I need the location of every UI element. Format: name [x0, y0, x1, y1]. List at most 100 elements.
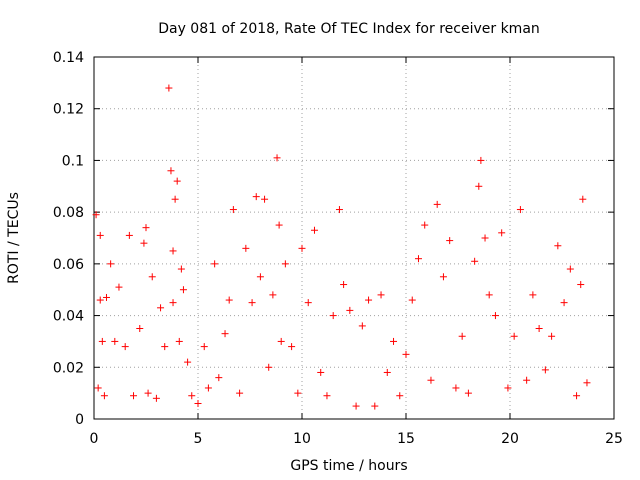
data-point — [242, 244, 250, 252]
data-point — [261, 195, 269, 203]
data-point — [125, 231, 133, 239]
axis-ticks — [93, 56, 615, 420]
x-axis-label: GPS time / hours — [290, 458, 407, 474]
data-point — [304, 299, 312, 307]
data-point — [142, 224, 150, 232]
data-point — [323, 392, 331, 400]
data-point — [566, 265, 574, 273]
data-point — [554, 242, 562, 250]
data-point — [179, 286, 187, 294]
y-tick-label: 0 — [75, 412, 84, 428]
data-point — [169, 299, 177, 307]
data-point — [471, 257, 479, 265]
data-point — [225, 296, 233, 304]
data-point — [408, 296, 416, 304]
data-point — [144, 389, 152, 397]
data-point — [548, 332, 556, 340]
data-point — [102, 293, 110, 301]
data-point — [252, 193, 260, 201]
data-point — [433, 200, 441, 208]
data-point — [194, 399, 202, 407]
data-point — [100, 392, 108, 400]
data-point — [317, 368, 325, 376]
data-point — [229, 206, 237, 214]
data-point — [111, 337, 119, 345]
data-point — [577, 281, 585, 289]
data-point — [169, 247, 177, 255]
data-point — [383, 368, 391, 376]
data-point — [136, 325, 144, 332]
data-point — [458, 332, 466, 340]
data-point — [421, 221, 429, 229]
data-point — [402, 350, 410, 358]
data-point — [523, 376, 531, 384]
data-point — [188, 392, 196, 400]
data-point — [516, 206, 524, 214]
x-tick-labels: 0 5 10 15 20 25 — [90, 431, 623, 447]
data-point — [396, 392, 404, 400]
data-point — [130, 392, 138, 400]
x-tick-label: 10 — [293, 431, 311, 447]
data-point — [148, 273, 156, 281]
data-point — [294, 389, 302, 397]
data-point — [273, 154, 281, 162]
y-tick-label: 0.04 — [53, 309, 84, 325]
data-point — [504, 384, 512, 392]
data-point — [221, 330, 229, 338]
y-axis-label: ROTI / TECUs — [6, 192, 22, 284]
data-point — [529, 291, 537, 299]
data-point — [152, 394, 160, 402]
x-tick-label: 25 — [605, 431, 623, 447]
data-point — [165, 84, 173, 92]
data-point — [579, 195, 587, 203]
data-point — [352, 402, 360, 410]
x-tick-label: 0 — [90, 431, 99, 447]
data-point — [541, 366, 549, 374]
data-point — [107, 260, 115, 268]
data-point — [171, 195, 179, 203]
data-point — [298, 244, 306, 252]
data-point — [177, 265, 185, 273]
data-point — [452, 384, 460, 392]
data-point — [94, 384, 102, 392]
data-point — [310, 226, 318, 234]
data-point — [115, 283, 123, 291]
data-point — [277, 337, 285, 345]
data-point — [140, 239, 148, 247]
data-point — [414, 255, 422, 263]
data-point — [390, 337, 398, 345]
data-point — [491, 312, 499, 320]
y-tick-label: 0.12 — [53, 102, 84, 118]
data-point — [335, 206, 343, 214]
x-tick-label: 15 — [397, 431, 415, 447]
data-point — [475, 182, 483, 190]
data-points — [92, 84, 591, 410]
data-point — [358, 322, 366, 330]
data-point — [184, 358, 192, 366]
data-point — [256, 273, 264, 281]
y-tick-label: 0.06 — [53, 257, 84, 273]
data-point — [215, 374, 223, 382]
data-point — [365, 296, 373, 304]
data-point — [161, 343, 169, 351]
data-point — [121, 343, 129, 351]
data-point — [269, 291, 277, 299]
x-tick-label: 20 — [501, 431, 519, 447]
data-point — [275, 221, 283, 229]
data-point — [346, 306, 354, 314]
x-tick-label: 5 — [194, 431, 203, 447]
data-point — [446, 237, 454, 245]
data-point — [535, 325, 543, 332]
data-point — [157, 304, 165, 312]
data-point — [211, 260, 219, 268]
data-point — [167, 167, 175, 175]
y-tick-label: 0.08 — [53, 205, 84, 221]
data-point — [329, 312, 337, 320]
data-point — [485, 291, 493, 299]
data-point — [236, 389, 244, 397]
data-point — [371, 402, 379, 410]
grid — [94, 57, 614, 419]
data-point — [204, 384, 212, 392]
data-point — [173, 177, 181, 185]
